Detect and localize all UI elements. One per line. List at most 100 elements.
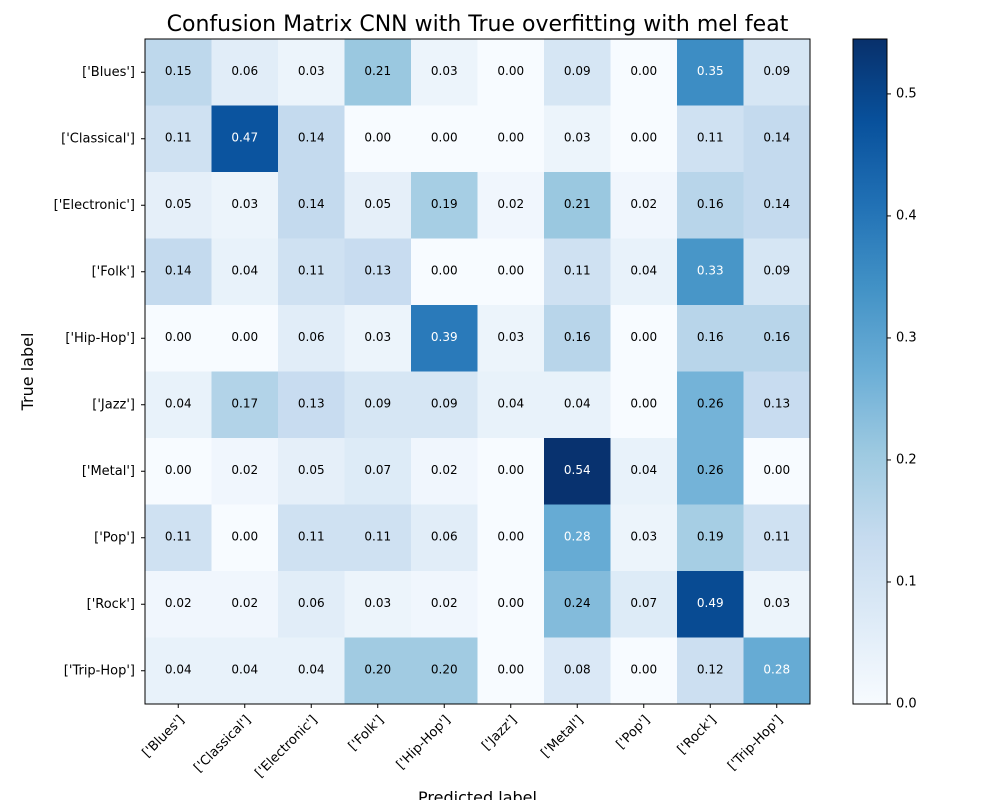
cell-value-label: 0.19: [431, 197, 458, 211]
heatmap-cell: [411, 238, 478, 306]
heatmap-cell: [610, 105, 678, 173]
cell-value-label: 0.03: [497, 330, 524, 344]
heatmap-cell: [610, 305, 678, 372]
cell-value-label: 0.06: [231, 64, 258, 78]
heatmap-cell: [677, 172, 744, 239]
cell-value-label: 0.00: [497, 596, 524, 610]
heatmap-cell: [411, 371, 478, 439]
cell-value-label: 0.14: [165, 263, 192, 277]
cell-value-label: 0.06: [431, 529, 458, 543]
cell-value-label: 0.16: [564, 330, 591, 344]
x-tick-label: ['Jazz']: [479, 713, 520, 754]
cell-value-label: 0.09: [431, 396, 458, 410]
cell-value-label: 0.02: [497, 197, 524, 211]
heatmap-cell: [145, 571, 212, 638]
cell-value-label: 0.20: [364, 662, 391, 676]
x-tick-label: ['Folk']: [346, 713, 387, 754]
heatmap-cell: [411, 438, 478, 505]
cell-value-label: 0.06: [298, 596, 325, 610]
x-axis-label: Predicted label: [418, 788, 537, 800]
heatmap-cell: [743, 438, 811, 505]
cell-value-label: 0.00: [497, 263, 524, 277]
heatmap-cell: [211, 105, 279, 173]
heatmap-cell: [211, 172, 279, 239]
cell-value-label: 0.35: [697, 64, 724, 78]
cell-value-label: 0.11: [298, 529, 325, 543]
cell-value-label: 0.11: [697, 130, 724, 144]
colorbar-tick-label: 0.4: [896, 208, 917, 223]
heatmap-cell: [544, 105, 611, 173]
heatmap-cell: [344, 305, 412, 372]
cell-value-label: 0.03: [364, 330, 391, 344]
heatmap-cell: [278, 172, 345, 239]
x-axis-ticks: ['Blues'] ['Classical']['Electronic'] ['Fo…: [140, 704, 786, 781]
cell-value-label: 0.14: [763, 130, 790, 144]
x-tick-label: ['Classical']: [191, 713, 254, 776]
heatmap-cell: [477, 39, 545, 106]
cell-value-label: 0.00: [231, 529, 258, 543]
cell-value-label: 0.07: [630, 596, 657, 610]
cell-value-label: 0.04: [165, 396, 192, 410]
y-axis-label: True label: [18, 333, 37, 412]
cell-value-label: 0.12: [697, 662, 724, 676]
heatmap-cell: [743, 371, 811, 439]
cell-value-label: 0.02: [231, 596, 258, 610]
heatmap-cell: [610, 172, 678, 239]
y-tick-label: ['Jazz']: [92, 397, 135, 412]
cell-value-label: 0.02: [431, 596, 458, 610]
heatmap-cell: [211, 637, 279, 705]
heatmap-cell: [145, 238, 212, 306]
cell-value-label: 0.00: [630, 330, 657, 344]
cell-value-label: 0.09: [364, 396, 391, 410]
colorbar-tick-label: 0.5: [896, 86, 917, 101]
cell-value-label: 0.00: [630, 662, 657, 676]
cell-value-label: 0.05: [298, 463, 325, 477]
y-tick-label: ['Metal']: [82, 464, 135, 479]
heatmap-cell: [278, 39, 345, 106]
x-tick-label: ['Metal']: [538, 713, 586, 761]
cell-value-label: 0.00: [497, 64, 524, 78]
heatmap-cell: [544, 371, 611, 439]
cell-value-label: 0.00: [431, 263, 458, 277]
heatmap-cell: [610, 371, 678, 439]
cell-value-label: 0.00: [165, 463, 192, 477]
cell-value-label: 0.02: [231, 463, 258, 477]
heatmap-cell: [344, 571, 412, 638]
x-tick-label: ['Electronic']: [252, 713, 320, 781]
cell-value-label: 0.21: [364, 64, 391, 78]
cell-value-label: 0.03: [231, 197, 258, 211]
colorbar-tick-label: 0.0: [896, 697, 917, 712]
heatmap-cell: [544, 571, 611, 638]
cell-value-label: 0.14: [298, 197, 325, 211]
heatmap-cell: [544, 305, 611, 372]
cell-value-label: 0.08: [564, 662, 591, 676]
cell-value-label: 0.14: [298, 130, 325, 144]
heatmap-cell: [411, 637, 478, 705]
cell-value-label: 0.28: [763, 662, 790, 676]
heatmap-cell: [610, 504, 678, 572]
heatmap-cell: [411, 571, 478, 638]
heatmap-cell: [677, 571, 744, 638]
heatmap-cell: [544, 172, 611, 239]
heatmap-cell: [743, 172, 811, 239]
heatmap-cell: [477, 172, 545, 239]
heatmap-cell: [344, 238, 412, 306]
heatmap-cell: [477, 371, 545, 439]
heatmap-cell: [677, 504, 744, 572]
cell-value-label: 0.04: [298, 662, 325, 676]
y-tick-label: ['Classical']: [61, 131, 135, 146]
y-tick-label: ['Hip-Hop']: [65, 331, 135, 346]
heatmap-cell: [278, 305, 345, 372]
heatmap-cell: [145, 105, 212, 173]
heatmap-cell: [477, 438, 545, 505]
cell-value-label: 0.16: [697, 197, 724, 211]
cell-value-label: 0.11: [564, 263, 591, 277]
cell-value-label: 0.13: [763, 396, 790, 410]
heatmap-cell: [278, 571, 345, 638]
cell-value-label: 0.11: [364, 529, 391, 543]
heatmap-cell: [477, 504, 545, 572]
x-tick-label: ['Hip-Hop']: [394, 713, 454, 773]
cell-value-label: 0.00: [364, 130, 391, 144]
heatmap-cell: [610, 438, 678, 505]
